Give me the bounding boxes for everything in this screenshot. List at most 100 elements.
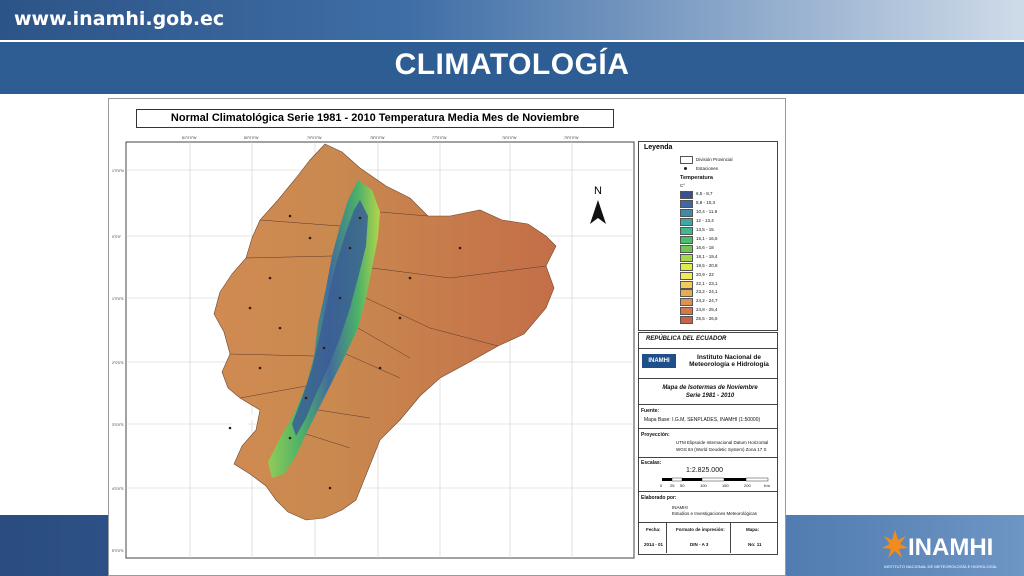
legend-swatch: [680, 298, 693, 307]
province-border-swatch: [680, 156, 693, 164]
svg-text:76°0'0"W: 76°0'0"W: [502, 136, 517, 140]
info-projection-2: WGS 84 (World Geodetic System) Zona 17 S: [676, 447, 767, 452]
legend-item-provinces: División Provincial: [696, 157, 733, 162]
north-arrow: N: [590, 185, 606, 224]
slide-title: CLIMATOLOGÍA: [394, 48, 630, 81]
legend-swatch: [680, 235, 693, 244]
legend-swatch: [680, 208, 693, 217]
legend-swatch: [680, 191, 693, 199]
station-dot-icon: [684, 167, 687, 170]
inamhi-logo-icon: [882, 530, 908, 558]
legend-unit: C°: [680, 183, 686, 188]
info-date-label: Fecha:: [646, 527, 661, 532]
info-institute: Instituto Nacional de Meteorología e Hid…: [689, 354, 769, 368]
legend-swatch: [680, 226, 693, 235]
legend-temp-title: Temperatura: [680, 175, 713, 181]
info-projection-1: UTM Elipsoide Internacional Datum Horizo…: [676, 440, 769, 445]
info-format-value: DIN - A 3: [690, 542, 709, 547]
info-projection-label: Proyección:: [641, 432, 670, 438]
svg-text:81°0'0"W: 81°0'0"W: [182, 136, 197, 140]
divider: [638, 491, 777, 492]
legend-swatch: [680, 289, 693, 298]
legend-swatch: [680, 244, 693, 253]
svg-text:3°0'0"S: 3°0'0"S: [112, 423, 124, 427]
legend-class-label: 15,1 - 16,5: [696, 235, 718, 241]
stations: [228, 214, 462, 490]
info-map-no-value: No: 11: [748, 542, 762, 547]
legend-title: Leyenda: [644, 144, 673, 151]
legend-swatch: [680, 307, 693, 316]
inamhi-small-logo: INAMHI: [642, 354, 676, 368]
svg-text:80°0'0"W: 80°0'0"W: [244, 136, 259, 140]
scale-unit: Km: [764, 483, 770, 488]
divider: [638, 428, 777, 429]
info-panel: [638, 332, 778, 555]
legend-class-label: 23,2 - 24,1: [696, 289, 718, 295]
svg-text:N: N: [594, 185, 602, 197]
svg-text:78°0'0"W: 78°0'0"W: [370, 136, 385, 140]
legend-class-label: 8,8 - 10,3: [696, 199, 716, 205]
legend-panel: [638, 141, 778, 331]
inamhi-small-logo-text: INAMHI: [648, 358, 670, 364]
lon-tick-labels: 81°0'0"W 80°0'0"W 79°0'0"W 78°0'0"W 77°0…: [182, 136, 579, 140]
legend-swatch: [680, 217, 693, 226]
legend-class-label: 6,5 - 8,7: [696, 191, 713, 196]
info-format-label: Formato de impresión:: [676, 527, 725, 532]
divider: [638, 348, 777, 349]
scale-tick: 0: [660, 483, 663, 488]
scale-tick: 150: [722, 483, 729, 488]
gulf-of-guayaquil: [224, 398, 254, 428]
map-title: Normal Climatológica Serie 1981 - 2010 T…: [136, 109, 614, 128]
scale-tick: 200: [744, 483, 751, 488]
info-source-label: Fuente:: [641, 408, 660, 414]
scale-tick: 25: [670, 483, 675, 488]
legend-swatch: [680, 271, 693, 280]
svg-text:1°0'0"S: 1°0'0"S: [112, 297, 124, 301]
divider: [638, 522, 777, 523]
legend-class-label: 13,5 - 15: [696, 226, 714, 232]
legend-class-label: 16,6 - 18: [696, 244, 714, 250]
legend-swatch: [680, 262, 693, 271]
info-source-value: Mapa Base: I.G.M, SENPLADES, INAMHI (1:5…: [644, 417, 761, 423]
scale-bar: [662, 477, 769, 482]
svg-text:1°0'0"N: 1°0'0"N: [112, 169, 124, 173]
divider: [638, 457, 777, 458]
footer-col-divider: [730, 522, 731, 553]
site-url[interactable]: www.inamhi.gob.ec: [14, 8, 225, 30]
top-banner: www.inamhi.gob.ec: [0, 0, 1024, 40]
legend-item-stations: Estaciones: [696, 166, 719, 171]
inamhi-logo-subtitle: INSTITUTO NACIONAL DE METEOROLOGÍA E HID…: [884, 564, 997, 569]
legend-class-label: 24,8 - 25,4: [696, 307, 718, 313]
info-map-name: Mapa de Isotermas de Noviembre: [662, 385, 758, 391]
title-banner: [0, 42, 1024, 94]
svg-text:77°0'0"W: 77°0'0"W: [432, 136, 447, 140]
info-scale-label: Escalas:: [641, 460, 662, 466]
legend-class-label: 12 - 13,4: [696, 217, 714, 223]
info-country: REPÚBLICA DEL ECUADOR: [646, 336, 727, 342]
scale-tick: 50: [680, 483, 685, 488]
info-series: Serie 1981 - 2010: [685, 393, 735, 399]
scale-tick: 100: [700, 483, 707, 488]
info-scale-value: 1:2.825.000: [686, 467, 723, 474]
legend-class-label: 22,1 - 23,1: [696, 280, 718, 286]
legend-swatch: [680, 316, 693, 325]
inamhi-logo-text[interactable]: INAMHI: [908, 534, 994, 561]
lat-tick-labels: 1°0'0"N 0°0'0" 1°0'0"S 2°0'0"S 3°0'0"S 4…: [112, 169, 124, 553]
legend-class-label: 18,1 - 19,4: [696, 253, 718, 259]
divider: [638, 404, 777, 405]
legend-class-label: 25,5 - 26,5: [696, 316, 718, 322]
legend-class-label: 24,2 - 24,7: [696, 298, 718, 304]
svg-text:79°0'0"W: 79°0'0"W: [307, 136, 322, 140]
andes-highlands: [292, 200, 368, 436]
legend-swatch: [680, 253, 693, 262]
divider: [638, 378, 777, 379]
info-made-by-label: Elaborado por:: [641, 495, 677, 501]
info-made-by-1: INAMHI: [672, 505, 688, 510]
info-map-no-label: Mapa:: [746, 527, 760, 532]
svg-text:0°0'0": 0°0'0": [112, 235, 122, 239]
svg-text:2°0'0"S: 2°0'0"S: [112, 361, 124, 365]
legend-class-label: 10,4 - 11,9: [696, 208, 718, 214]
ecuador-temperature-map: N 81°0'0"W 80°0'0"W 79°0'0"W 78°0'0"W 77…: [112, 136, 635, 559]
info-made-by-2: Estudios e Investigaciones Meteorológica…: [672, 511, 758, 516]
legend-class-label: 19,5 - 20,8: [696, 262, 718, 268]
